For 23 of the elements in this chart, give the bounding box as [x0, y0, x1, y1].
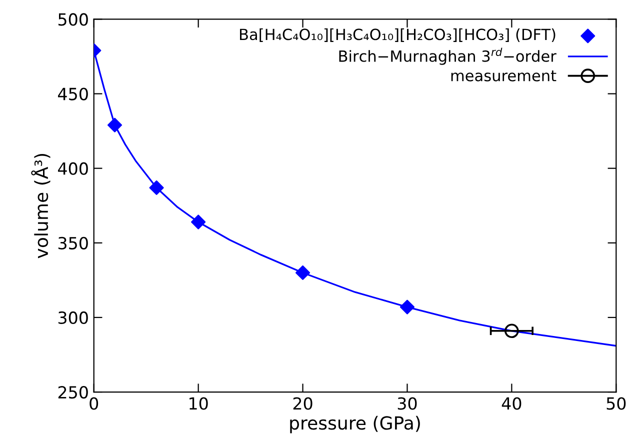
- point: [504, 324, 519, 338]
- x-tick-label: 20: [293, 397, 312, 410]
- y-tick-label: 350: [58, 236, 88, 250]
- y-tick-label: 250: [58, 386, 88, 399]
- y-axis-title: volume (Å³): [31, 154, 50, 258]
- y-tick-label: 300: [58, 311, 88, 324]
- point: [107, 118, 122, 132]
- legend-label: measurement: [451, 70, 556, 82]
- x-tick-label: 0: [90, 397, 98, 410]
- y-tick-label: 450: [58, 88, 88, 100]
- point: [149, 180, 164, 195]
- point: [191, 214, 206, 230]
- y-tick-label: 400: [58, 162, 88, 175]
- point: [295, 265, 310, 280]
- y-tick-label: 500: [58, 13, 88, 26]
- x-axis-title: pressure (GPa): [290, 416, 420, 434]
- legend-label: Ba[H₄C₄O₁₀][H₃C₄O₁₀][H₂CO₃][HCO₃] (DFT): [240, 28, 556, 42]
- legend-label: Birch−Murnaghan 3$^{rd}$−order: [339, 48, 556, 65]
- x-tick-label: 30: [398, 397, 417, 410]
- point: [400, 300, 415, 314]
- x-tick-label: 10: [190, 397, 208, 410]
- x-tick-label: 50: [606, 397, 626, 410]
- x-tick-label: 40: [502, 397, 522, 410]
